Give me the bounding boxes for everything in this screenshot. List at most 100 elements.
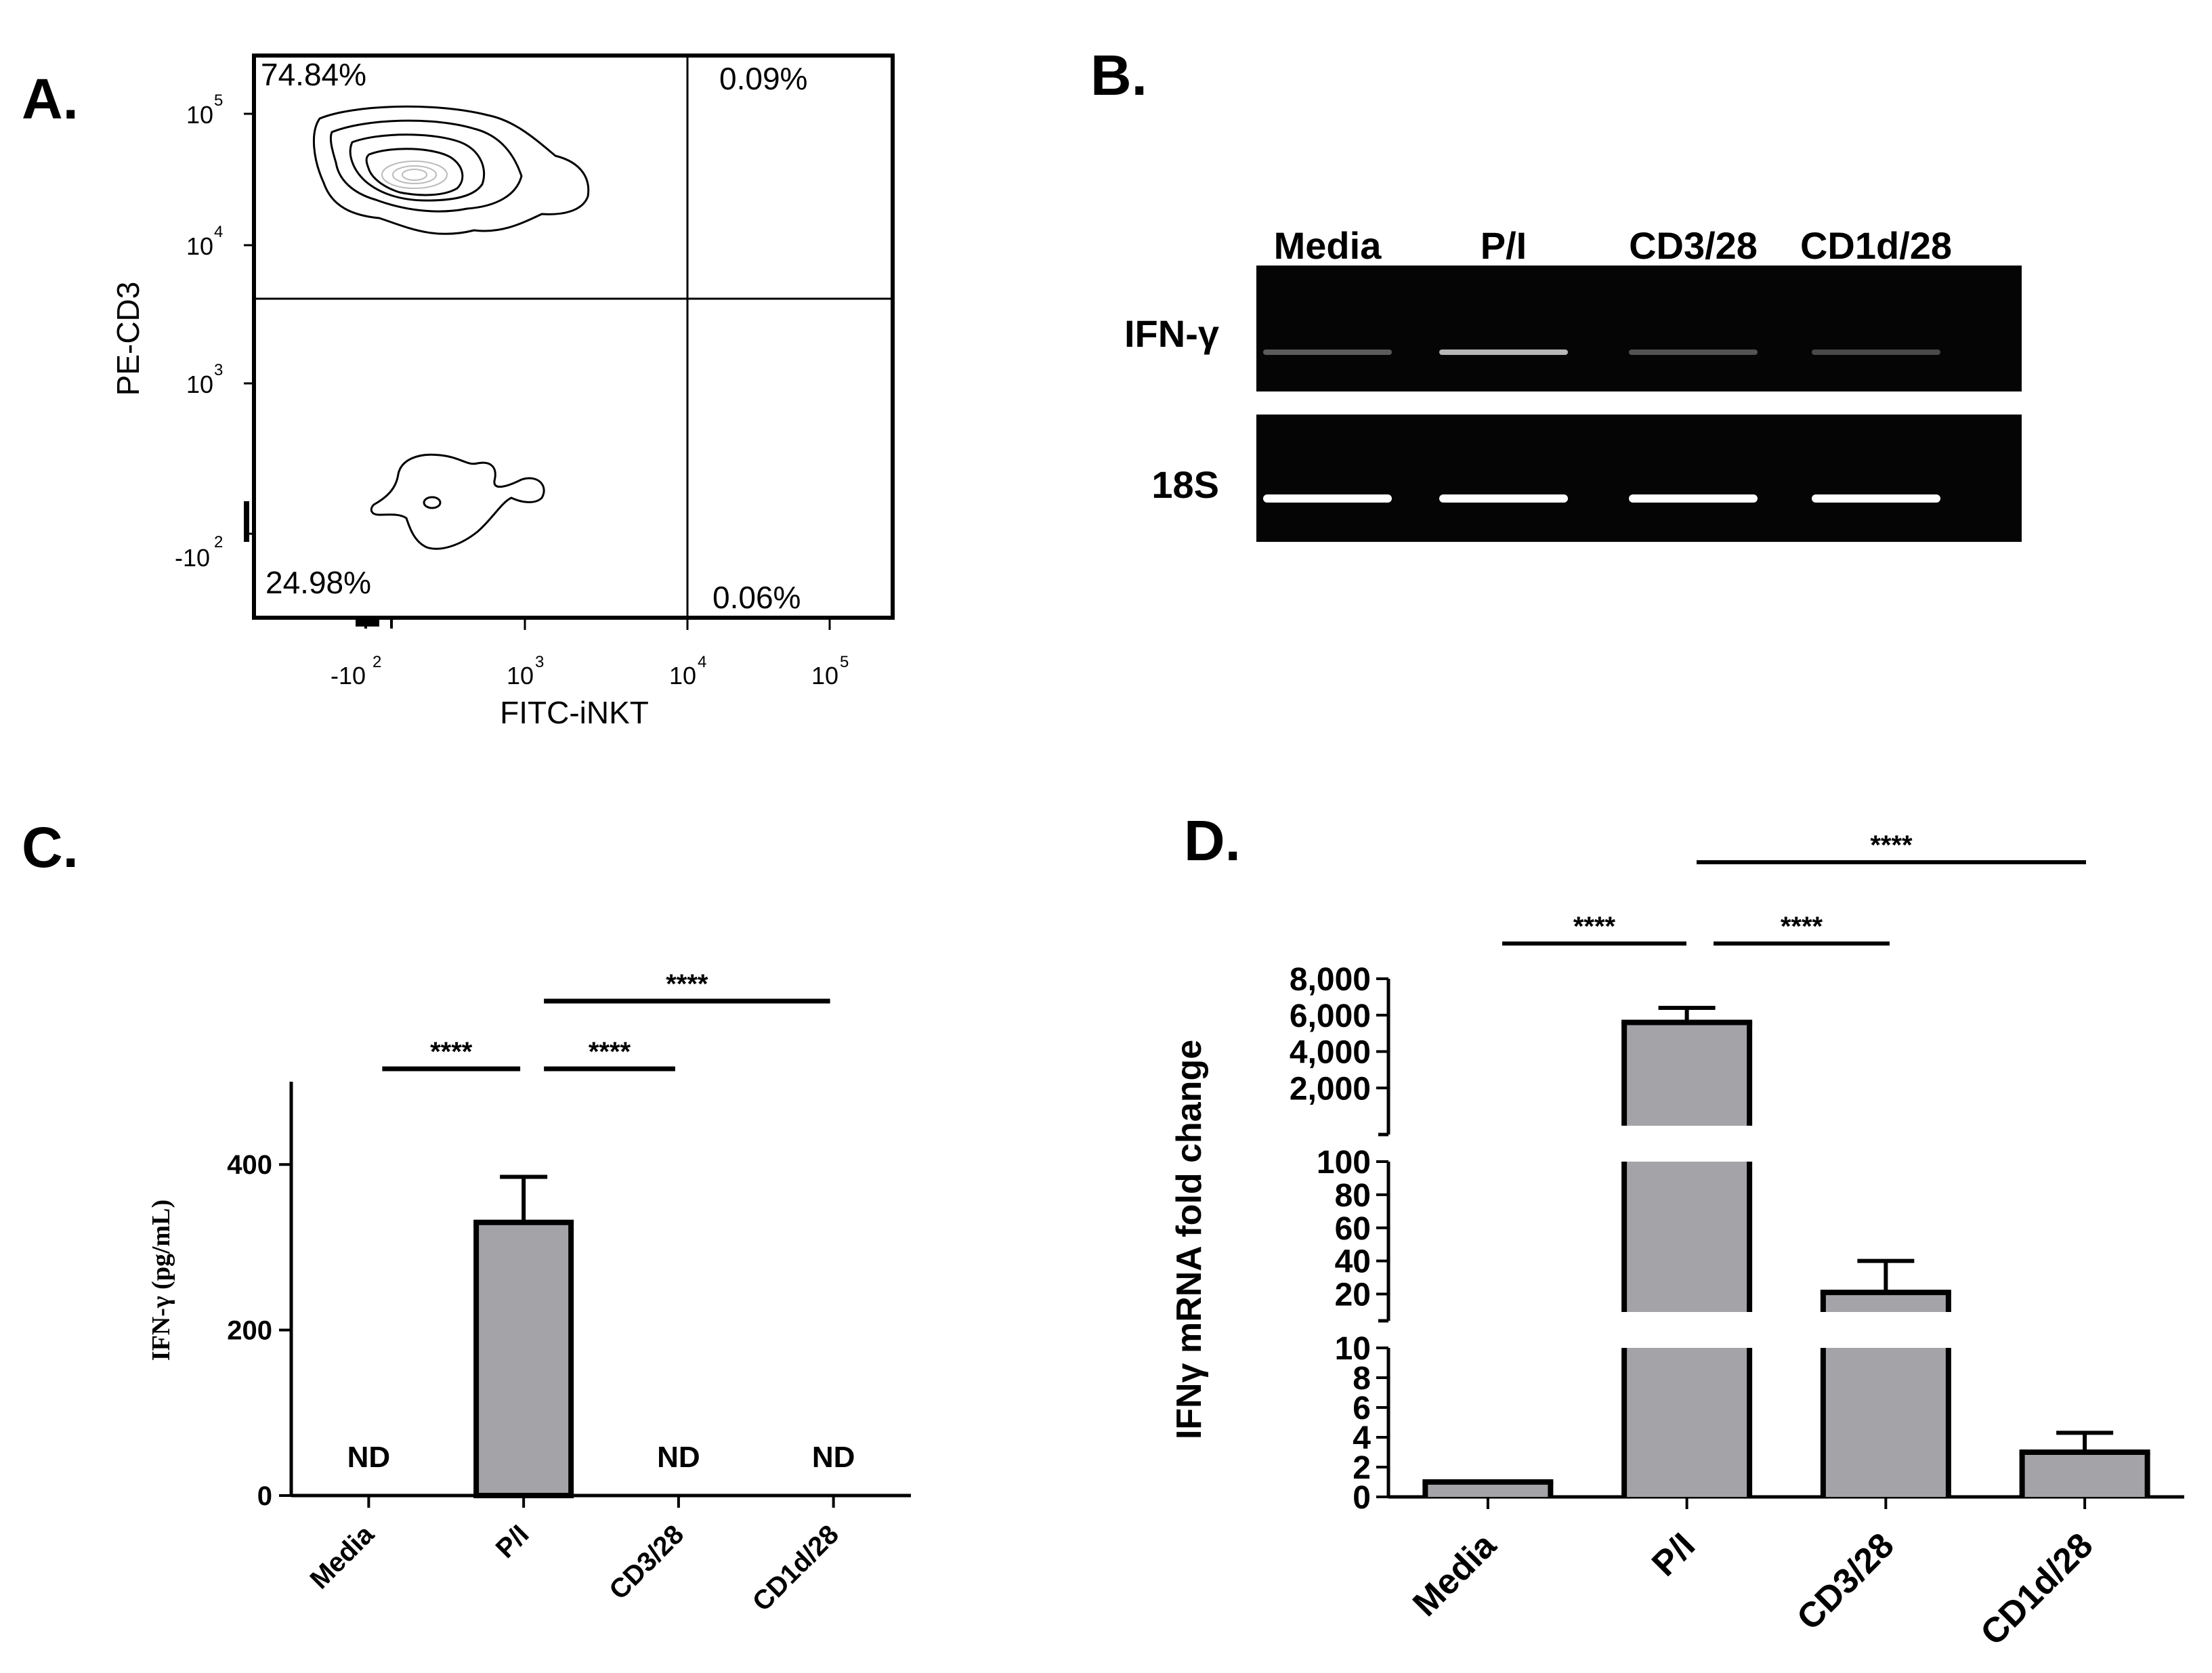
gel-row-label: 18S <box>1151 463 1219 506</box>
gel-row-label: IFN-γ <box>1124 312 1219 355</box>
bar-segment <box>1624 1348 1750 1497</box>
contour-population-cd3 <box>313 105 590 235</box>
x-tick-label: CD1d/28 <box>1973 1525 2100 1653</box>
not-detected-label: ND <box>347 1441 391 1474</box>
panel-a-label: A. <box>22 67 79 131</box>
flow-plot-frame <box>252 54 895 620</box>
y-tick-label: 0 <box>1353 1480 1371 1516</box>
x-tick-label: P/I <box>490 1519 535 1564</box>
flow-y-axis: 10 5 10 4 10 3 -10 2 <box>175 91 254 572</box>
y-tick-1-exp: 5 <box>214 91 223 110</box>
y-tick-3: 10 <box>186 370 213 398</box>
y-tick-label: 2 <box>1353 1450 1371 1486</box>
y-tick-3-exp: 3 <box>214 361 223 379</box>
y-tick-4: -10 <box>175 544 210 572</box>
gel-lane-labels: Media P/I CD3/28 CD1d/28 <box>1274 224 1952 267</box>
y-tick-label: 0 <box>257 1481 272 1511</box>
flow-x-axis: -10 2 10 3 10 4 10 5 <box>331 618 849 690</box>
contour-core <box>381 161 448 189</box>
axis-break-gap <box>1390 1312 2186 1346</box>
gel-lane-label: CD1d/28 <box>1800 224 1952 267</box>
panel-b-label: B. <box>1090 43 1147 107</box>
y-tick-label: 100 <box>1317 1145 1371 1181</box>
gel-band <box>1812 494 1940 503</box>
y-tick-label: 8,000 <box>1290 962 1371 998</box>
x-tick-label: P/I <box>1644 1525 1703 1584</box>
panel-c: C. IFN-γ (pg/mL) 0 200 400 Media ND P/I CD3/28… <box>22 816 911 1617</box>
gel-band <box>1439 350 1568 355</box>
panel-c-y-label: IFN-γ (pg/mL) <box>147 1200 175 1361</box>
gel-lane-label: P/I <box>1481 224 1527 267</box>
quadrant-upper-right-pct: 0.09% <box>719 61 807 96</box>
panel-d-label: D. <box>1184 809 1241 872</box>
y-tick-label: 6,000 <box>1290 998 1371 1034</box>
x-tick-label: CD3/28 <box>1789 1525 1902 1638</box>
not-detected-label: ND <box>657 1441 700 1474</box>
panel-c-chart: 0 200 400 Media ND P/I CD3/28 ND CD1d/28 ND **** **… <box>227 969 911 1617</box>
y-tick-label: 20 <box>1335 1277 1371 1313</box>
panel-d-y-label: IFNγ mRNA fold change <box>1170 1040 1209 1439</box>
bar-segment <box>2022 1452 2148 1497</box>
y-tick-label: 400 <box>227 1150 272 1180</box>
y-tick-2: 10 <box>186 232 213 260</box>
flow-y-label: PE-CD3 <box>110 282 146 396</box>
significance-label: **** <box>430 1037 473 1067</box>
panel-a: A. 74.84% 0.09% 24.98% 0.06% <box>22 54 895 730</box>
y-tick-label: 2,000 <box>1290 1071 1371 1107</box>
x-tick-2-exp: 3 <box>535 653 544 671</box>
gel-row-background <box>1256 266 2022 391</box>
gel-band <box>1263 494 1392 503</box>
y-tick-label: 4 <box>1353 1420 1371 1456</box>
y-tick-label: 6 <box>1353 1391 1371 1426</box>
gel-band <box>1812 350 1940 355</box>
significance-label: **** <box>589 1037 631 1067</box>
panel-b: B. Media P/I CD3/28 CD1d/28 IFN-γ 18S <box>1090 43 2022 542</box>
y-tick-4-exp: 2 <box>214 533 223 551</box>
y-tick-2-exp: 4 <box>214 223 223 241</box>
x-tick-label: CD3/28 <box>603 1519 689 1605</box>
x-tick-label: CD1d/28 <box>747 1519 845 1617</box>
bar-segment <box>1624 1022 1750 1135</box>
gel-lane-label: CD3/28 <box>1629 224 1758 267</box>
gel-row-background <box>1256 415 2022 542</box>
gel-band <box>1439 494 1568 503</box>
y-tick-label: 40 <box>1335 1244 1371 1280</box>
panel-c-label: C. <box>22 816 79 879</box>
x-tick-3-exp: 4 <box>698 653 706 671</box>
contour-population-negative <box>370 453 545 550</box>
y-tick-label: 200 <box>227 1316 272 1346</box>
significance-label: **** <box>1870 830 1913 860</box>
x-tick-1: -10 <box>331 662 366 690</box>
y-tick-1: 10 <box>186 101 213 129</box>
gel-lane-label: Media <box>1274 224 1382 267</box>
bar <box>473 1219 574 1498</box>
gel-band <box>1629 494 1758 503</box>
gel-rows: IFN-γ 18S <box>1124 266 2022 542</box>
x-tick-4: 10 <box>811 662 838 690</box>
y-tick-label: 8 <box>1353 1361 1371 1397</box>
y-tick-label: 60 <box>1335 1211 1371 1247</box>
x-tick-3: 10 <box>669 662 696 690</box>
x-tick-1-exp: 2 <box>373 653 381 671</box>
x-tick-label: Media <box>304 1519 380 1595</box>
quadrant-lower-right-pct: 0.06% <box>712 580 801 615</box>
not-detected-label: ND <box>812 1441 855 1474</box>
bar-segment <box>1425 1482 1551 1497</box>
x-tick-4-exp: 5 <box>840 653 849 671</box>
quadrant-lower-left-pct: 24.98% <box>265 565 371 600</box>
gel-band <box>1629 350 1758 355</box>
y-tick-label: 4,000 <box>1290 1035 1371 1071</box>
significance-label: **** <box>1781 912 1823 941</box>
y-tick-label: 10 <box>1335 1331 1371 1367</box>
bar-segment <box>1823 1348 1949 1497</box>
y-tick-label: 80 <box>1335 1178 1371 1214</box>
x-tick-2: 10 <box>507 662 534 690</box>
quadrant-upper-left-pct: 74.84% <box>261 57 366 92</box>
gel-band <box>1263 350 1392 355</box>
flow-x-label: FITC-iNKT <box>500 695 649 730</box>
significance-label: **** <box>1573 912 1616 941</box>
significance-label: **** <box>666 969 708 999</box>
